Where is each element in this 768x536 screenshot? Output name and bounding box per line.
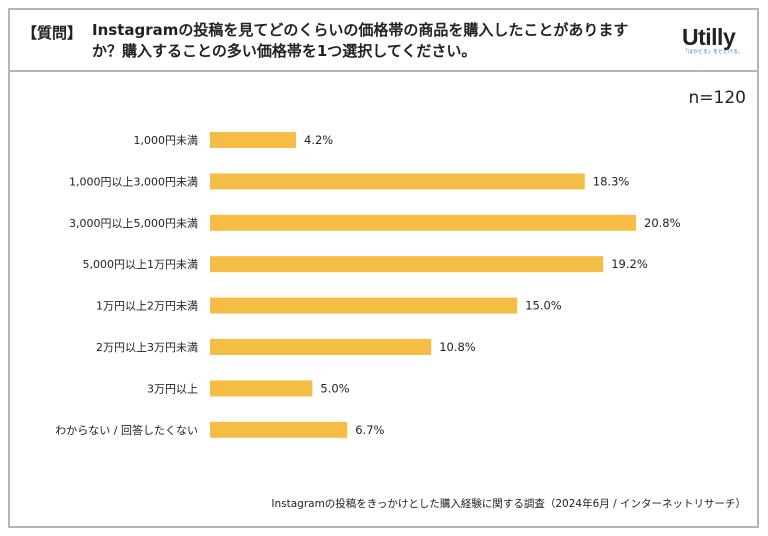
source-note: Instagramの投稿をきっかけとした購入経験に関する調査（2024年6月 /… [271,498,746,510]
category-label: 1,000円未満 [134,134,199,147]
value-label: 4.2% [304,133,333,147]
question-label: 【質問】 [22,24,83,42]
value-label: 20.8% [644,216,681,230]
value-label: 10.8% [439,340,476,354]
bar [210,339,432,355]
category-label: 1万円以上2万円未満 [96,300,198,313]
category-label: 3万円以上 [147,382,198,395]
sample-size: n=120 [688,88,746,108]
value-label: 15.0% [525,299,562,313]
logo-tagline: 「はかどる」をとどける。 [683,49,744,55]
header-divider [8,70,759,72]
utilly-logo: Utilly [682,24,736,50]
category-label: 1,000円以上3,000円未満 [69,175,198,188]
value-label: 18.3% [593,174,630,188]
bar [210,214,636,231]
bar [210,132,297,148]
category-label: 5,000円以上1万円未満 [83,258,199,271]
category-label: わからない / 回答したくない [55,423,198,437]
value-label: 19.2% [611,257,648,271]
bar [210,297,518,314]
question-text: Instagramの投稿を見てどのくらいの価格帯の商品を購入したことがありますか… [92,21,629,60]
value-label: 6.7% [355,423,384,437]
bar [210,173,585,190]
bar [210,421,348,438]
category-label: 2万円以上3万円未満 [96,341,198,354]
bar [210,380,313,397]
bar [210,256,604,273]
chart-frame [8,8,759,528]
category-label: 3,000円以上5,000円未満 [69,217,198,230]
value-label: 5.0% [320,381,349,395]
